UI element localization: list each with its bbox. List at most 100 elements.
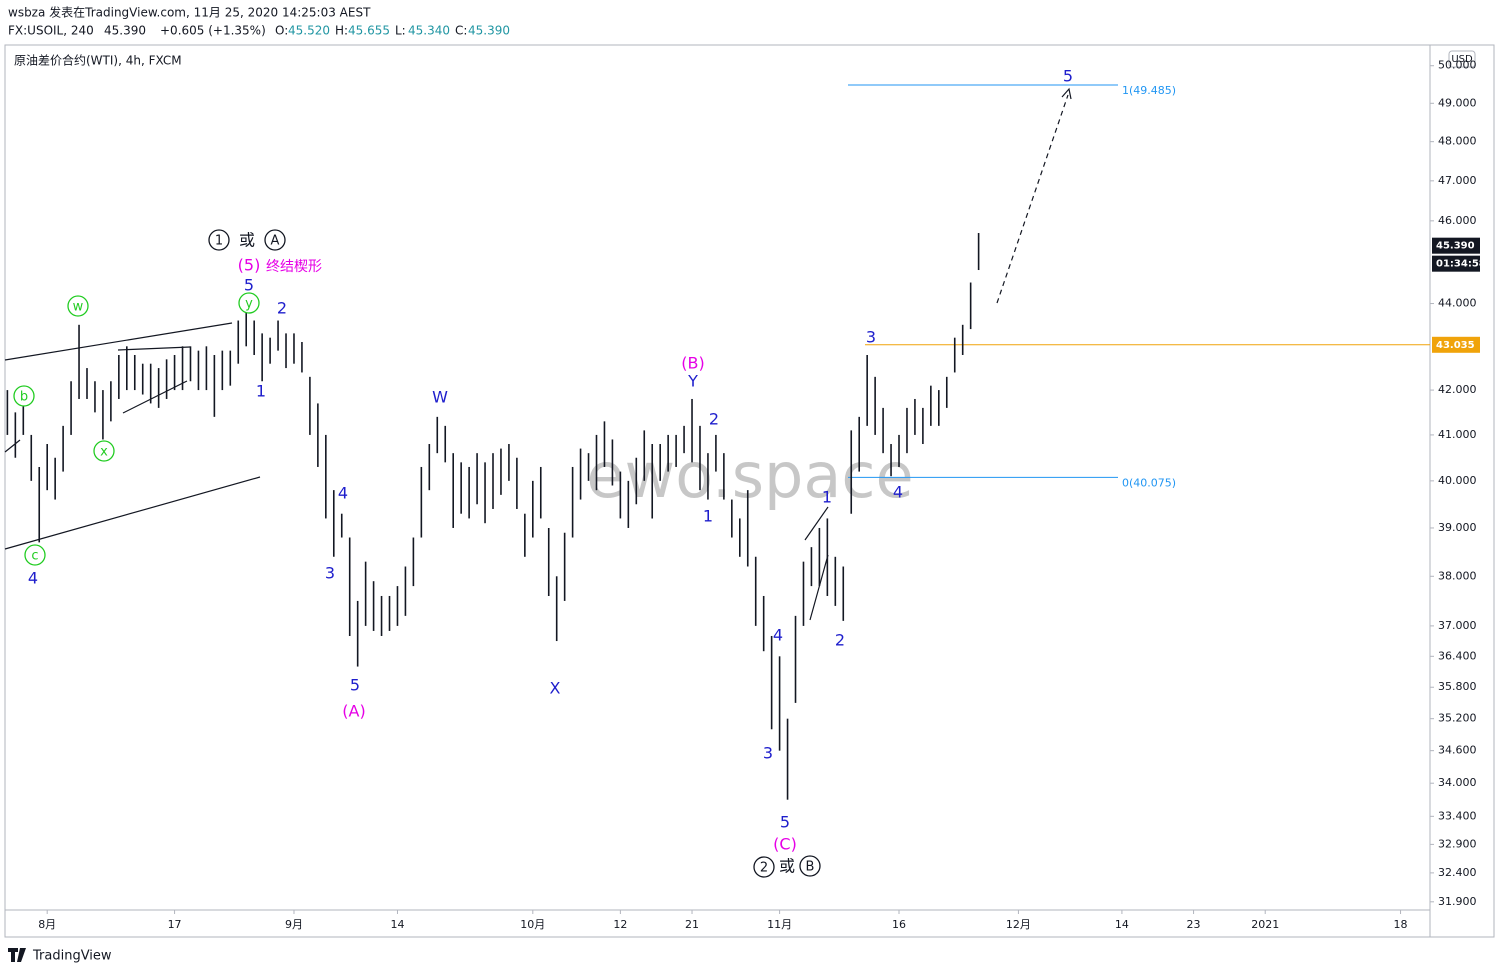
wave-label: y	[245, 297, 253, 312]
wave-label: 或	[779, 857, 795, 876]
x-tick-label: 9月	[285, 918, 303, 931]
y-tick-label: 39.000	[1438, 521, 1477, 534]
header-line: wsbza 发表在TradingView.com, 11月 25, 2020 1…	[8, 5, 371, 20]
wave-label: 终结楔形	[266, 259, 322, 275]
header-quote: FX:USOIL, 240 45.390 +0.605 (+1.35%)	[8, 24, 266, 38]
trendline	[804, 506, 829, 541]
x-tick-label: 18	[1394, 918, 1408, 931]
footer-logo: TradingView	[32, 949, 112, 964]
ohlc-value: 45.655	[348, 24, 390, 38]
triangle-upper	[117, 346, 191, 351]
y-tick-label: 40.000	[1438, 474, 1477, 487]
x-tick-label: 23	[1187, 918, 1201, 931]
horizontal-line-label-badge	[1432, 336, 1480, 353]
currency: USD	[1451, 54, 1473, 65]
y-tick-label: 37.000	[1438, 619, 1477, 632]
ohlc-value: 45.390	[468, 24, 510, 38]
last-price: 45.390	[1436, 241, 1475, 252]
y-tick-label: 38.000	[1438, 569, 1477, 582]
chart-frame	[4, 44, 1495, 938]
y-tick-label: 42.000	[1438, 383, 1477, 396]
y-tick-label: 47.000	[1438, 174, 1477, 187]
wave-label: (C)	[773, 835, 797, 854]
x-tick-label: 16	[892, 918, 906, 931]
y-tick-label: 32.900	[1438, 837, 1477, 850]
wave-label: (B)	[681, 354, 704, 373]
wave-label: 1	[256, 382, 266, 401]
y-tick-label: 32.400	[1438, 866, 1477, 879]
wave-label: 4	[773, 626, 783, 645]
wave-label: x	[100, 445, 108, 460]
watermark: ewo.space	[586, 439, 913, 512]
wedge-lower	[4, 476, 261, 550]
wave-label: 5	[780, 813, 790, 832]
fib-label: 0(40.075)	[1122, 476, 1176, 489]
wave-label: 5	[1063, 67, 1073, 86]
y-tick-label: 44.000	[1438, 297, 1477, 310]
x-tick-label: 10月	[520, 918, 545, 931]
triangle-lower	[122, 380, 188, 414]
x-tick-label: 12	[613, 918, 627, 931]
x-tick-label: 8月	[38, 918, 56, 931]
horizontal-line-label: 43.035	[1436, 340, 1475, 351]
y-tick-label: 48.000	[1438, 135, 1477, 148]
currency-badge[interactable]	[1448, 50, 1476, 68]
wave-label: 1	[703, 507, 713, 526]
x-tick-label: 21	[685, 918, 699, 931]
wave-label: B	[806, 860, 815, 875]
annotation-circle	[13, 385, 35, 407]
fib-label: 1(49.485)	[1122, 84, 1176, 97]
wave-label: A	[271, 234, 280, 249]
x-tick-label: 12月	[1006, 918, 1031, 931]
projection-arrow	[996, 94, 1069, 304]
annotation-circle	[93, 440, 115, 462]
chart-title: 原油差价合约(WTI), 4h, FXCM	[14, 53, 182, 68]
wave-label: 2	[709, 410, 719, 429]
countdown-badge	[1432, 255, 1480, 272]
y-tick-label: 34.600	[1438, 744, 1477, 757]
logo-icon	[8, 948, 26, 962]
wave-label: 4	[28, 569, 38, 588]
footer-bar	[0, 938, 1499, 974]
ohlc-key: C:	[455, 24, 467, 38]
wave-label: 3	[325, 564, 335, 583]
wave-label: 1	[822, 488, 832, 507]
symbol: FX:USOIL, 240	[8, 24, 94, 38]
ohlc-value: 45.520	[288, 24, 330, 38]
annotation-circle	[24, 544, 46, 566]
wedge-upper	[4, 322, 233, 361]
y-tick-label: 50.000	[1438, 59, 1477, 72]
price: 45.390	[104, 24, 146, 38]
ohlc-value: 45.340	[408, 24, 450, 38]
wave-label: 2	[760, 861, 768, 876]
wave-label: 5	[350, 676, 360, 695]
trendline	[4, 439, 21, 453]
x-tick-label: 17	[168, 918, 182, 931]
y-tick-label: 31.900	[1438, 895, 1477, 908]
change: +0.605 (+1.35%)	[160, 24, 266, 38]
wave-label: 4	[893, 483, 903, 502]
x-tick-label: 11月	[767, 918, 792, 931]
wave-label: X	[550, 679, 561, 698]
annotation-circle	[264, 229, 286, 251]
wave-label: 3	[763, 744, 773, 763]
wave-label: 3	[866, 328, 876, 347]
x-tick-label: 14	[1115, 918, 1129, 931]
y-tick-label: 35.200	[1438, 712, 1477, 725]
wave-label: w	[73, 300, 84, 315]
wave-label: Y	[687, 372, 698, 391]
annotation-circle	[799, 855, 821, 877]
wave-label: (5)	[238, 256, 261, 275]
annotation-circle	[753, 856, 775, 878]
y-tick-label: 36.400	[1438, 649, 1477, 662]
ohlc-key: O:	[275, 24, 288, 38]
wave-label: b	[20, 390, 28, 405]
wave-label: 2	[277, 299, 287, 318]
annotation-circle	[238, 292, 260, 314]
y-tick-label: 33.400	[1438, 809, 1477, 822]
y-tick-label: 34.000	[1438, 776, 1477, 789]
wave-label: 1	[215, 234, 223, 249]
annotation-circle	[208, 229, 230, 251]
